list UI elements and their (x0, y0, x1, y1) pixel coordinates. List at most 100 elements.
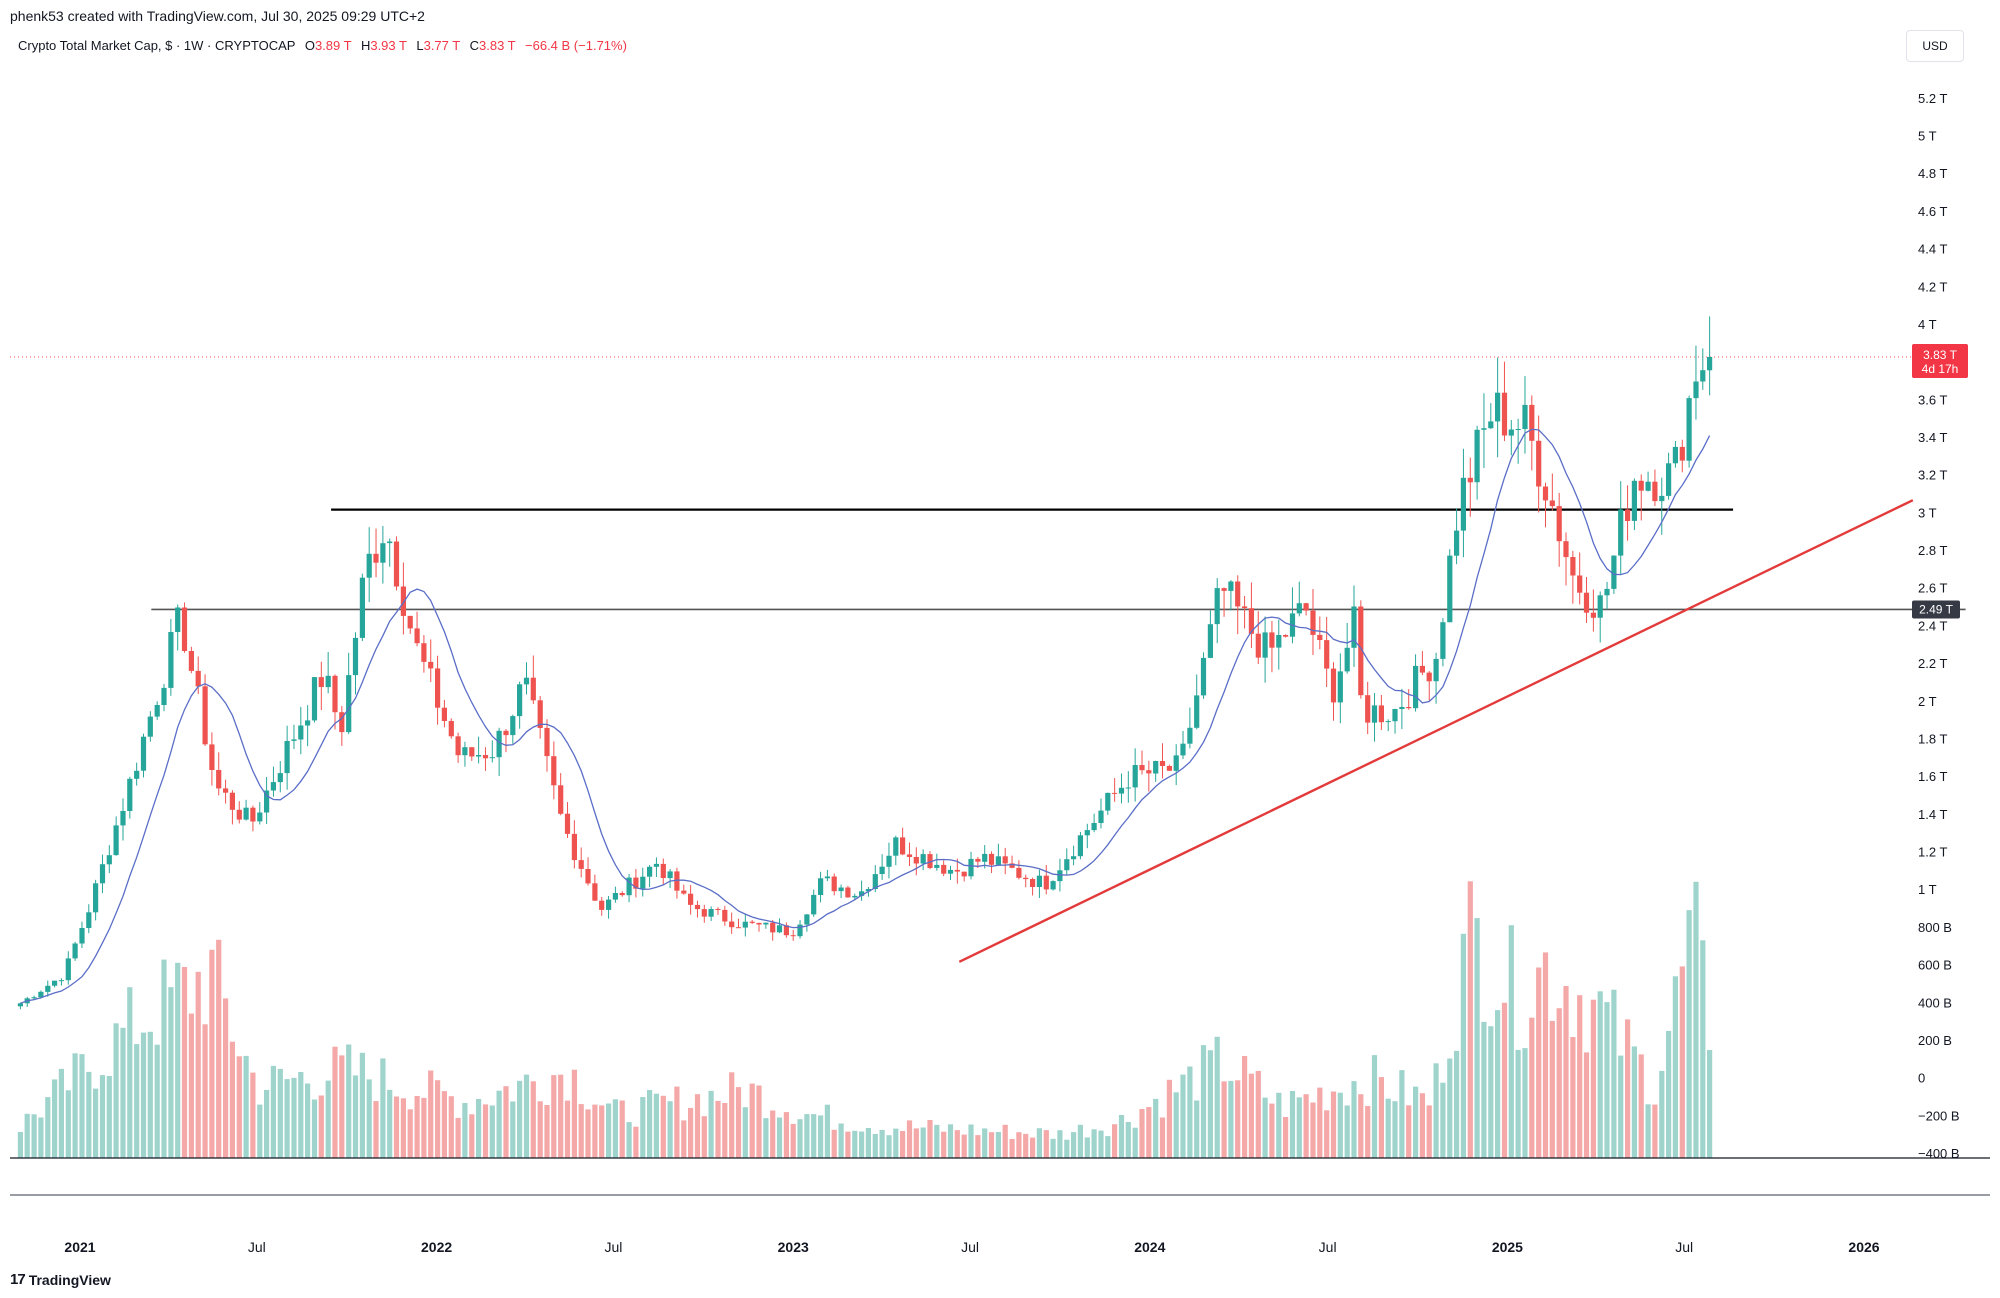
y-tick-label: −400 B (1918, 1146, 1960, 1161)
volume-bar (181, 967, 188, 1158)
symbol-name[interactable]: Crypto Total Market Cap, $ · 1W · CRYPTO… (18, 38, 296, 53)
volume-bar (1577, 995, 1583, 1158)
candle-body (270, 782, 276, 791)
volume-bar (742, 1107, 748, 1158)
volume-bar (503, 1086, 509, 1158)
candle-body (906, 854, 913, 857)
candle-body (1700, 370, 1706, 382)
volume-bar (86, 1071, 92, 1158)
candle-body (1597, 595, 1603, 618)
candle-body (1481, 428, 1487, 430)
candle-body (763, 922, 769, 925)
volume-bar (674, 1086, 680, 1158)
volume-bar (811, 1114, 817, 1158)
candle-body (455, 736, 461, 756)
volume-bar (1659, 1070, 1665, 1158)
x-tick-label: 2021 (64, 1239, 95, 1255)
volume-bar (722, 1103, 728, 1158)
candle-body (729, 921, 735, 928)
candle-body (1495, 392, 1501, 422)
volume-bar (1700, 940, 1706, 1158)
high-label: H (360, 38, 371, 53)
volume-bar (1310, 1102, 1316, 1158)
volume-bar (564, 1100, 571, 1158)
volume-bar (1009, 1139, 1015, 1158)
volume-bar (1440, 1082, 1446, 1158)
candle-body (243, 807, 249, 820)
volume-bar (1317, 1087, 1323, 1158)
volume-bar (1385, 1098, 1391, 1158)
volume-bar (1023, 1133, 1029, 1158)
volume-bar (818, 1115, 824, 1158)
candle-body (38, 991, 44, 998)
volume-bar (496, 1090, 502, 1158)
candle-body (1652, 481, 1658, 502)
volume-bar (24, 1113, 30, 1158)
candle-body (640, 876, 646, 889)
candle-body (380, 543, 386, 563)
candle-body (1235, 581, 1241, 607)
candle-body (209, 744, 215, 770)
high-value: 3.93 T (370, 38, 407, 53)
volume-bar (1166, 1079, 1172, 1158)
volume-bar (606, 1103, 612, 1158)
candle-body (1549, 500, 1555, 507)
volume-bar (270, 1065, 276, 1158)
volume-bar (681, 1120, 687, 1158)
candle-body (1269, 632, 1275, 648)
candle-body (845, 887, 851, 898)
volume-bar (58, 1068, 64, 1158)
candle-body (1166, 766, 1172, 771)
volume-bar (120, 1027, 126, 1158)
candle-body (954, 869, 960, 872)
volume-bar (1153, 1098, 1159, 1158)
candle-body (1009, 863, 1015, 868)
level-badge (1912, 600, 1960, 619)
y-tick-label: 200 B (1918, 1033, 1952, 1048)
low-value: 3.77 T (423, 38, 460, 53)
volume-bar (407, 1109, 413, 1158)
tradingview-brand[interactable]: 17 TradingView (10, 1271, 111, 1288)
candle-body (1023, 877, 1029, 880)
volume-bar (838, 1123, 844, 1158)
volume-bar (188, 1013, 194, 1158)
y-tick-label: 1.8 T (1918, 731, 1947, 746)
volume-bar (1296, 1097, 1302, 1158)
candle-body (1091, 823, 1097, 831)
x-tick-label: Jul (961, 1239, 979, 1255)
moving-average-line (20, 428, 1711, 1004)
candle-body (1303, 603, 1309, 611)
currency-selector[interactable]: USD (1906, 30, 1964, 62)
candle-body (770, 922, 776, 933)
volume-bar (1495, 1010, 1501, 1158)
volume-bar (756, 1085, 762, 1158)
volume-bar (1652, 1104, 1658, 1158)
volume-bar (1693, 881, 1699, 1158)
volume-bar (633, 1126, 639, 1158)
volume-bar (530, 1081, 536, 1158)
volume-bar (619, 1100, 625, 1158)
volume-bar (311, 1099, 318, 1158)
volume-bar (229, 1041, 235, 1158)
candle-body (462, 747, 468, 756)
low-label: L (416, 38, 424, 53)
volume-bar (223, 998, 229, 1158)
candle-body (134, 770, 140, 779)
candle-body (1385, 721, 1391, 723)
volume-bar (209, 949, 215, 1158)
y-tick-label: 1 T (1918, 882, 1937, 897)
candle-body (688, 893, 694, 905)
volume-bar (1433, 1063, 1439, 1158)
y-tick-label: 4.2 T (1918, 279, 1947, 294)
candle-body (1221, 588, 1227, 591)
candle-body (1228, 581, 1234, 591)
candle-body (517, 684, 523, 717)
candle-body (435, 668, 441, 708)
volume-bar (1570, 1037, 1576, 1158)
candle-body (756, 922, 762, 925)
candle-body (1358, 606, 1364, 696)
candle-body (1563, 541, 1569, 558)
volume-bar (667, 1101, 673, 1158)
candle-body (305, 720, 311, 726)
